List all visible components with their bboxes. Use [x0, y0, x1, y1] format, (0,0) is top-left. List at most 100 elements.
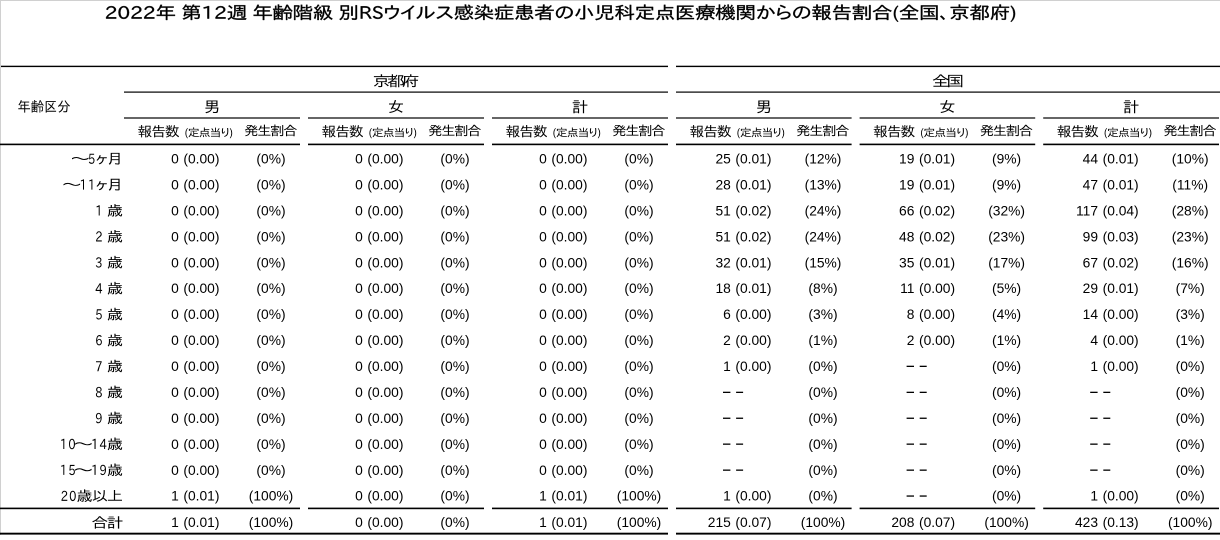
svg-text:(0.01): (0.01): [1103, 281, 1139, 296]
svg-text:(0.00): (0.00): [1103, 333, 1139, 348]
svg-text:(0%): (0%): [440, 515, 469, 530]
svg-text:(0.00): (0.00): [367, 255, 403, 270]
svg-text:(100%): (100%): [984, 515, 1028, 530]
svg-text:(0%): (0%): [1176, 411, 1205, 426]
svg-text:(0%): (0%): [440, 411, 469, 426]
svg-text:0: 0: [171, 359, 179, 374]
svg-text:(0.00): (0.00): [735, 307, 771, 322]
svg-text:(0.00): (0.00): [551, 255, 587, 270]
svg-text:0: 0: [355, 489, 363, 504]
svg-text:(24%): (24%): [805, 203, 842, 218]
svg-text:1: 1: [539, 489, 547, 504]
svg-text:208: 208: [891, 515, 914, 530]
svg-text:(0.01): (0.01): [735, 281, 771, 296]
svg-text:(0.01): (0.01): [183, 489, 219, 504]
svg-text:19: 19: [899, 177, 915, 192]
svg-text:(0%): (0%): [624, 411, 653, 426]
svg-text:(100%): (100%): [801, 515, 845, 530]
svg-text:(0%): (0%): [1176, 437, 1205, 452]
svg-text:(0.00): (0.00): [551, 411, 587, 426]
svg-text:(0%): (0%): [256, 359, 285, 374]
svg-text:(0.01): (0.01): [183, 515, 219, 530]
svg-text:(0%): (0%): [624, 307, 653, 322]
svg-text:(0%): (0%): [808, 463, 837, 478]
svg-text:(0%): (0%): [256, 385, 285, 400]
svg-text:0: 0: [539, 333, 547, 348]
svg-text:(0.02): (0.02): [919, 203, 955, 218]
svg-text:(0.03): (0.03): [1103, 229, 1139, 244]
svg-text:1: 1: [539, 515, 547, 530]
svg-text:8: 8: [907, 307, 915, 322]
svg-text:(0%): (0%): [1176, 489, 1205, 504]
svg-text:(0%): (0%): [440, 177, 469, 192]
svg-text:0: 0: [539, 152, 547, 167]
svg-text:(0%): (0%): [808, 385, 837, 400]
svg-text:(0%): (0%): [992, 385, 1021, 400]
svg-text:(0.00): (0.00): [183, 255, 219, 270]
svg-text:0: 0: [171, 463, 179, 478]
svg-text:(0%): (0%): [440, 489, 469, 504]
svg-text:0: 0: [355, 229, 363, 244]
svg-text:(0%): (0%): [624, 437, 653, 452]
svg-text:0: 0: [171, 255, 179, 270]
svg-text:(0%): (0%): [256, 307, 285, 322]
svg-text:(0%): (0%): [808, 437, 837, 452]
svg-text:(0.00): (0.00): [183, 411, 219, 426]
svg-text:(0%): (0%): [440, 255, 469, 270]
svg-text:(0.02): (0.02): [735, 229, 771, 244]
svg-text:(7%): (7%): [1176, 281, 1205, 296]
svg-text:(0%): (0%): [256, 152, 285, 167]
svg-text:(0%): (0%): [1176, 385, 1205, 400]
svg-text:(0.01): (0.01): [919, 152, 955, 167]
svg-text:0: 0: [171, 385, 179, 400]
svg-text:67: 67: [1083, 255, 1098, 270]
svg-text:(0.00): (0.00): [551, 307, 587, 322]
svg-text:(0.00): (0.00): [183, 359, 219, 374]
svg-text:0: 0: [171, 411, 179, 426]
svg-text:(0.00): (0.00): [367, 229, 403, 244]
svg-text:(0.00): (0.00): [1103, 489, 1139, 504]
svg-text:0: 0: [355, 463, 363, 478]
svg-text:(8%): (8%): [808, 281, 837, 296]
svg-text:28: 28: [715, 177, 731, 192]
svg-text:(0.00): (0.00): [183, 307, 219, 322]
svg-text:(0.00): (0.00): [551, 359, 587, 374]
svg-text:(12%): (12%): [805, 152, 842, 167]
svg-text:(0.00): (0.00): [183, 437, 219, 452]
svg-text:(9%): (9%): [992, 152, 1021, 167]
svg-text:0: 0: [171, 177, 179, 192]
svg-text:0: 0: [539, 359, 547, 374]
svg-text:(0%): (0%): [624, 177, 653, 192]
svg-text:(0.02): (0.02): [919, 229, 955, 244]
svg-text:0: 0: [355, 515, 363, 530]
svg-text:(0.00): (0.00): [919, 281, 955, 296]
svg-text:(23%): (23%): [988, 229, 1025, 244]
svg-text:0: 0: [355, 437, 363, 452]
svg-text:(0%): (0%): [992, 463, 1021, 478]
svg-text:(0.00): (0.00): [367, 359, 403, 374]
svg-text:(0%): (0%): [256, 333, 285, 348]
svg-text:0: 0: [355, 307, 363, 322]
svg-text:0: 0: [355, 385, 363, 400]
svg-text:(0%): (0%): [624, 281, 653, 296]
svg-text:(15%): (15%): [805, 255, 842, 270]
svg-text:(0.00): (0.00): [367, 333, 403, 348]
svg-text:(0.13): (0.13): [1103, 515, 1139, 530]
svg-text:117: 117: [1076, 203, 1098, 218]
svg-text:0: 0: [355, 333, 363, 348]
svg-text:(0.01): (0.01): [1103, 152, 1139, 167]
svg-text:(0.00): (0.00): [551, 333, 587, 348]
svg-text:(0.00): (0.00): [183, 385, 219, 400]
svg-text:4: 4: [1090, 333, 1098, 348]
svg-text:(0%): (0%): [256, 203, 285, 218]
svg-text:(0.01): (0.01): [919, 177, 955, 192]
svg-text:215: 215: [708, 515, 731, 530]
svg-text:(0.02): (0.02): [1103, 255, 1139, 270]
svg-text:(0.07): (0.07): [735, 515, 771, 530]
svg-text:(0.00): (0.00): [1103, 359, 1139, 374]
svg-text:(0%): (0%): [808, 359, 837, 374]
svg-text:66: 66: [899, 203, 915, 218]
svg-text:(0.00): (0.00): [183, 281, 219, 296]
svg-text:(0%): (0%): [992, 489, 1021, 504]
svg-text:(4%): (4%): [992, 307, 1021, 322]
